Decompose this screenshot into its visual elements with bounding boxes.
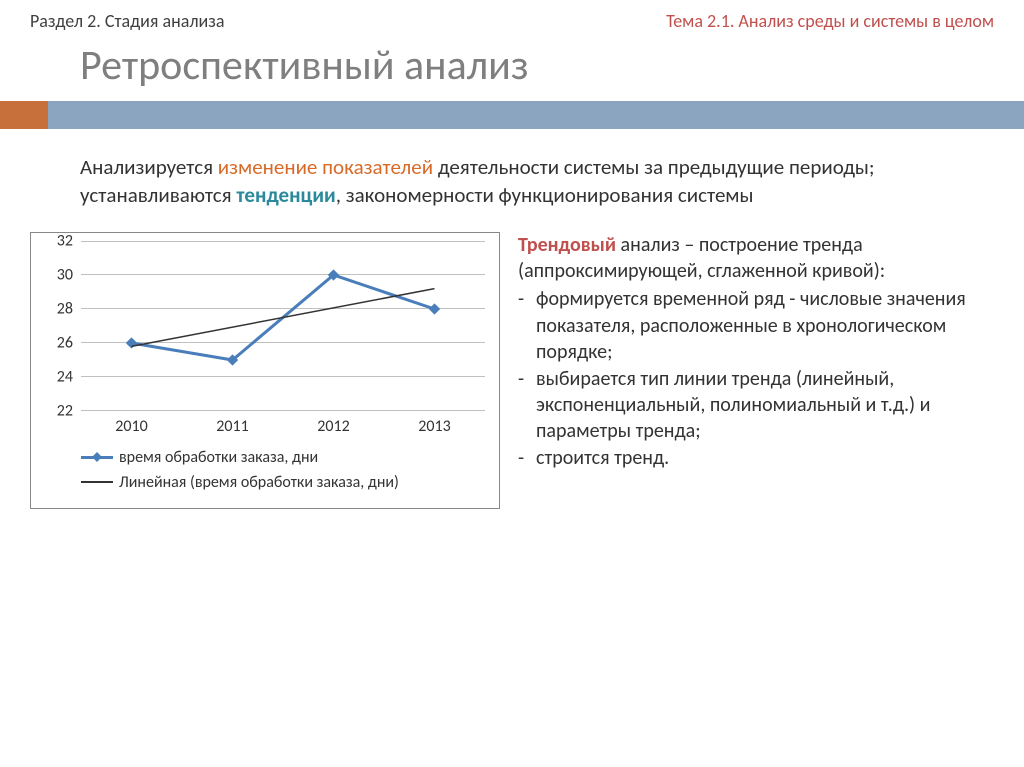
right-text-block: Трендовый анализ – построение тренда (ап… <box>518 232 994 509</box>
slide-header: Раздел 2. Стадия анализа Тема 2.1. Анали… <box>0 0 1024 32</box>
desc-post: , закономерности функционирования систем… <box>336 182 754 208</box>
y-tick-label: 28 <box>57 299 73 318</box>
chart-legend: время обработки заказа, дни Линейная (вр… <box>39 448 491 492</box>
legend-swatch-trend <box>81 481 113 483</box>
chart-marker <box>429 303 440 314</box>
legend-label-series: время обработки заказа, дни <box>119 448 318 467</box>
bullet-item: выбирается тип линии тренда (линейный, э… <box>518 366 994 445</box>
y-tick-label: 26 <box>57 333 73 352</box>
x-tick-label: 2012 <box>283 417 384 436</box>
topic-label: Тема 2.1. Анализ среды и системы в целом <box>666 10 994 32</box>
y-tick-label: 22 <box>57 401 73 420</box>
x-tick-label: 2010 <box>81 417 182 436</box>
y-axis: 222426283032 <box>39 241 79 411</box>
trend-intro: Трендовый анализ – построение тренда (ап… <box>518 232 994 285</box>
slide-title: Ретроспективный анализ <box>0 32 1024 101</box>
desc-pre: Анализируется <box>80 154 218 180</box>
desc-highlight-2: тенденции <box>236 182 335 208</box>
legend-trend: Линейная (время обработки заказа, дни) <box>81 473 491 492</box>
y-tick-label: 24 <box>57 367 73 386</box>
bullet-item: строится тренд. <box>518 445 994 471</box>
legend-label-trend: Линейная (время обработки заказа, дни) <box>119 473 399 492</box>
desc-highlight-1: изменение показателей <box>218 154 433 180</box>
x-axis: 2010201120122013 <box>39 417 491 436</box>
section-label: Раздел 2. Стадия анализа <box>30 10 225 32</box>
bullet-list: формируется временной ряд - числовые зна… <box>518 286 994 471</box>
y-tick-label: 32 <box>57 231 73 250</box>
legend-series: время обработки заказа, дни <box>81 448 491 467</box>
content-row: 22 24 26 28 30 32 2010201120122013 время обра… <box>0 220 1024 509</box>
x-tick-label: 2011 <box>182 417 283 436</box>
chart-marker <box>126 337 137 348</box>
bullet-item: формируется временной ряд - числовые зна… <box>518 286 994 365</box>
x-tick-label: 2013 <box>384 417 485 436</box>
chart-svg <box>81 241 485 411</box>
trend-highlight: Трендовый <box>518 233 616 257</box>
y-tick-label: 30 <box>57 265 73 284</box>
chart-container: 22 24 26 28 30 32 2010201120122013 время обра… <box>30 232 500 509</box>
legend-swatch-series <box>81 456 113 459</box>
chart-trendline <box>132 288 435 346</box>
accent-bar <box>0 101 1024 129</box>
chart-plotarea: 222426283032 <box>39 241 491 411</box>
description-paragraph: Анализируется изменение показателей деят… <box>0 129 1024 220</box>
